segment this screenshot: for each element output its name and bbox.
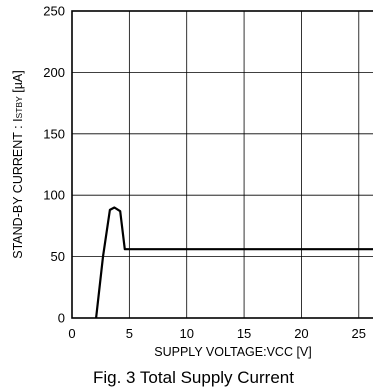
x-axis-title: SUPPLY VOLTAGE:VCC [V] — [154, 345, 311, 359]
y-tick-label: 150 — [43, 126, 65, 141]
y-tick-label: 50 — [51, 249, 65, 264]
figure-caption: Fig. 3 Total Supply Current — [93, 368, 294, 387]
y-axis-title: STAND-BY CURRENT : ISTBY [µA] — [11, 70, 25, 258]
y-axis-title-sub: STBY — [14, 96, 24, 119]
y-tick-label: 250 — [43, 4, 65, 19]
y-axis-title-main: STAND-BY CURRENT : I — [11, 118, 25, 258]
y-tick-label: 200 — [43, 65, 65, 80]
x-tick-label: 25 — [352, 326, 366, 341]
x-tick-label: 5 — [126, 326, 133, 341]
y-axis-title-unit: [µA] — [11, 70, 25, 96]
x-tick-label: 15 — [237, 326, 251, 341]
y-tick-label: 0 — [58, 311, 65, 326]
plot-frame — [71, 10, 373, 319]
x-tick-label: 10 — [179, 326, 193, 341]
series-layer — [95, 206, 373, 319]
series-line — [95, 206, 373, 319]
y-tick-label: 100 — [43, 188, 65, 203]
x-tick-label: 0 — [68, 326, 75, 341]
grid — [72, 11, 373, 318]
x-tick-label: 20 — [294, 326, 308, 341]
